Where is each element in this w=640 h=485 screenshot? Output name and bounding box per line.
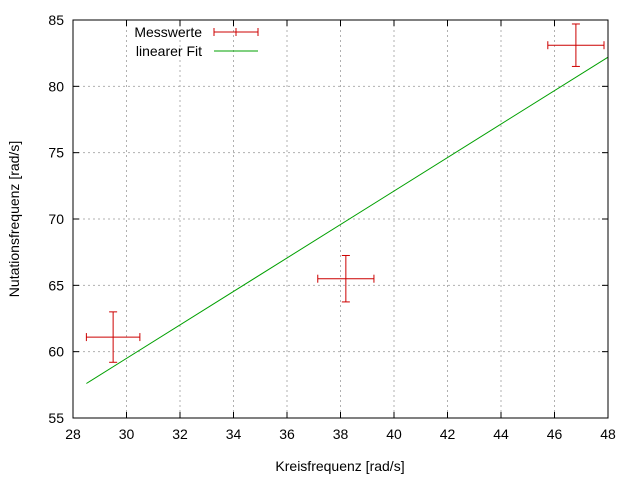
x-tick-label: 40 <box>386 426 402 442</box>
data-point-errorbar <box>547 23 605 67</box>
fit-line <box>86 56 609 384</box>
y-tick-label: 60 <box>48 344 64 360</box>
x-tick-label: 44 <box>493 426 509 442</box>
data-point-errorbar <box>85 311 141 363</box>
y-tick-label: 75 <box>48 145 64 161</box>
x-tick-label: 48 <box>600 426 616 442</box>
x-tick-label: 34 <box>226 426 242 442</box>
data-layer <box>85 23 609 384</box>
y-tick-label: 65 <box>48 277 64 293</box>
x-tick-label: 30 <box>119 426 135 442</box>
legend-label-linearer-fit: linearer Fit <box>136 43 202 59</box>
x-axis-label: Kreisfrequenz [rad/s] <box>275 458 404 474</box>
x-tick-label: 38 <box>333 426 349 442</box>
legend-label-messwerte: Messwerte <box>134 24 202 40</box>
x-tick-label: 42 <box>440 426 456 442</box>
y-tick-label: 85 <box>48 12 64 28</box>
plot-frame <box>72 19 609 419</box>
y-tick-label: 55 <box>48 410 64 426</box>
tick-layer: 28 30 32 34 36 38 40 42 44 46 48 55 60 65 70 75 80 85 <box>48 12 616 442</box>
x-tick-label: 32 <box>172 426 188 442</box>
y-tick-label: 80 <box>48 78 64 94</box>
data-point-errorbar <box>317 254 375 303</box>
x-tick-label: 46 <box>547 426 563 442</box>
x-tick-label: 28 <box>65 426 81 442</box>
grid-layer <box>73 20 608 418</box>
legend: Messwerte linearer Fit <box>134 24 259 59</box>
y-tick-label: 70 <box>48 211 64 227</box>
x-tick-label: 36 <box>279 426 295 442</box>
y-axis-label: Nutationsfrequenz [rad/s] <box>6 141 22 297</box>
